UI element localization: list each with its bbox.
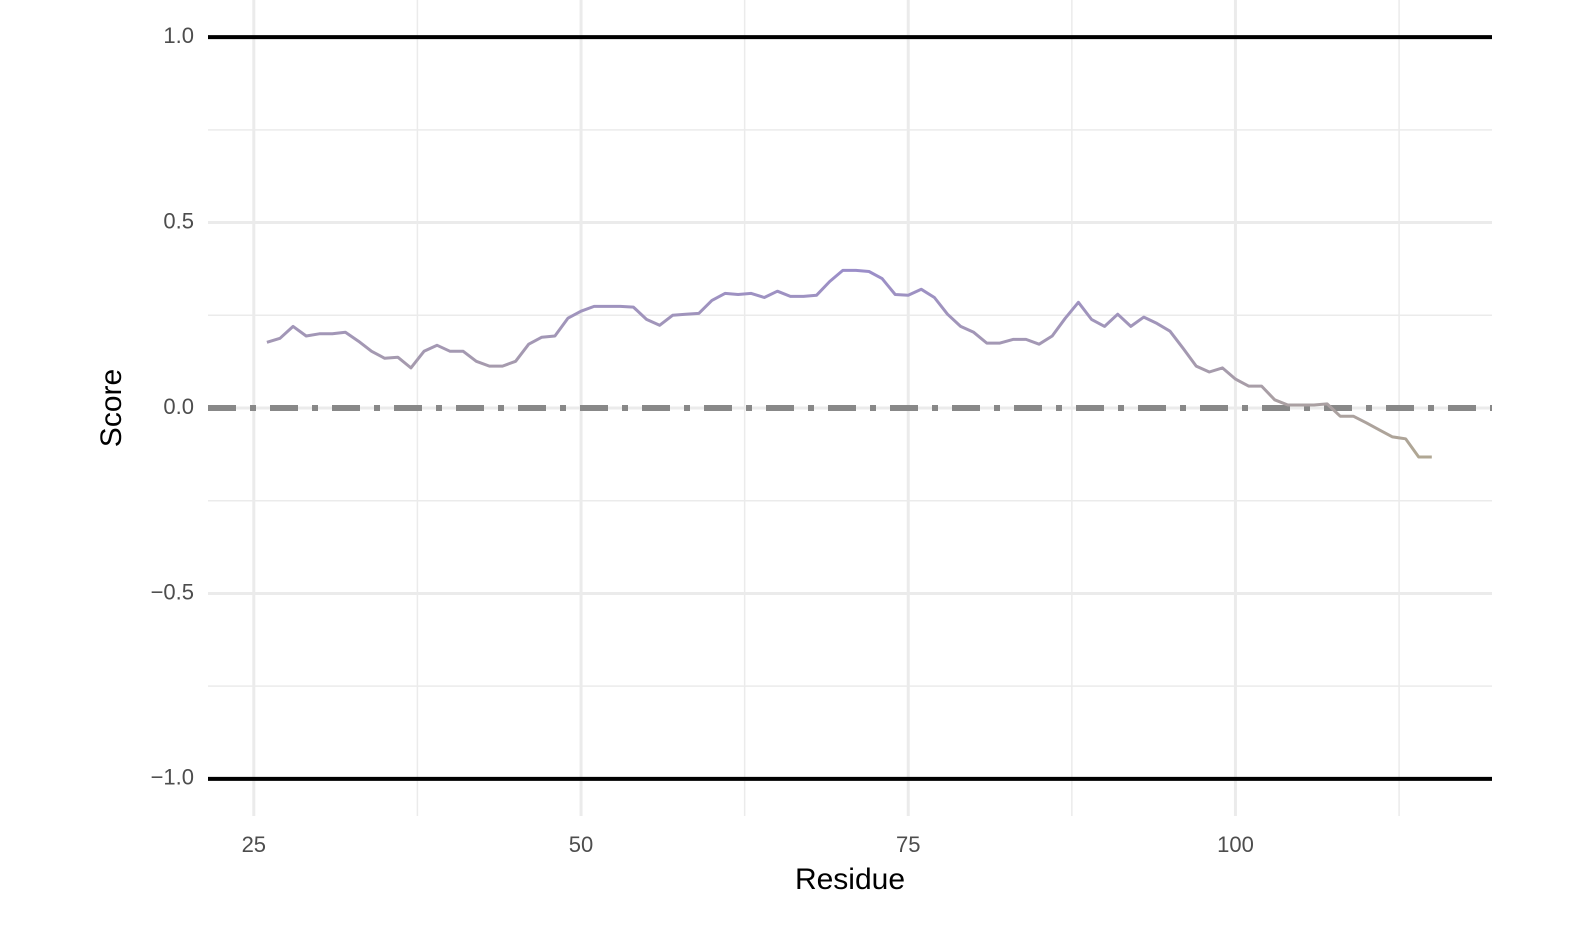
x-tick-label: 75 [896, 832, 920, 857]
y-tick-label: 0.5 [163, 208, 194, 233]
score-line [266, 268, 1432, 459]
y-tick-label: −1.0 [151, 765, 194, 790]
x-tick-label: 50 [569, 832, 593, 857]
y-tick-label: 0.0 [163, 394, 194, 419]
y-axis-title: Score [95, 369, 128, 447]
y-tick-label: 1.0 [163, 23, 194, 48]
x-tick-label: 25 [242, 832, 266, 857]
x-tick-label: 100 [1217, 832, 1254, 857]
x-axis-title: Residue [795, 863, 905, 896]
y-tick-label: −0.5 [151, 579, 194, 604]
